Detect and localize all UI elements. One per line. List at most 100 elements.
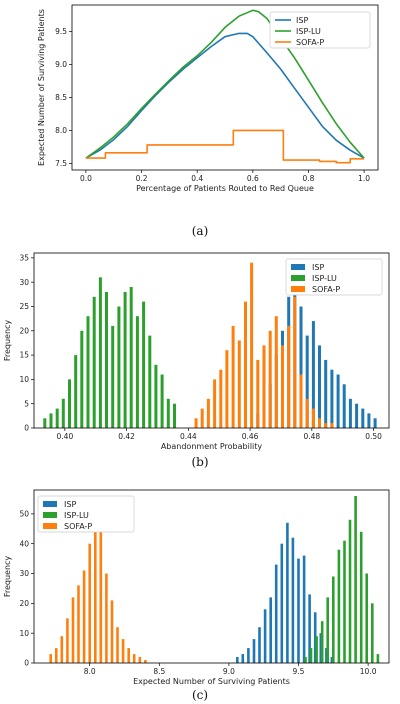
bar-isp-lu (343, 540, 346, 663)
bar-isp (336, 374, 340, 428)
x-tick-label: 0.6 (247, 174, 259, 183)
y-tick-label: 20 (19, 326, 29, 335)
y-tick-label: 25 (19, 302, 29, 311)
legend-swatch (43, 501, 57, 507)
x-tick-label: 0.0 (80, 174, 92, 183)
bar-isp-lu (123, 291, 127, 428)
bar-sofa-p (206, 398, 210, 428)
y-tick-label: 9.0 (55, 60, 67, 69)
bar-isp (330, 657, 334, 663)
bar-isp-lu (43, 418, 47, 428)
bar-sofa-p (324, 423, 328, 428)
legend-label: SOFA-P (296, 38, 324, 47)
legend-label: ISP (64, 500, 76, 509)
bar-isp-lu (80, 330, 84, 428)
legend-box (37, 495, 135, 533)
bar-sofa-p (138, 657, 142, 663)
bar-isp (286, 522, 289, 663)
bar-isp-lu (105, 291, 108, 428)
x-axis-label: Expected Number of Surviving Patients (133, 677, 290, 686)
bar-isp-lu (304, 657, 307, 663)
panel-caption: (a) (192, 224, 209, 238)
bar-isp-lu (376, 654, 380, 663)
series-line-sofa-p (85, 129, 365, 164)
y-tick-label: 9.5 (55, 27, 67, 36)
panel-caption: (b) (191, 455, 208, 469)
y-tick-label: 0 (24, 659, 29, 668)
bar-isp (269, 597, 272, 663)
bar-sofa-p (225, 350, 229, 428)
bar-sofa-p (318, 418, 321, 428)
bar-sofa-p (262, 345, 266, 428)
bar-sofa-p (237, 340, 241, 428)
bar-isp (318, 345, 321, 428)
bar-sofa-p (281, 345, 284, 428)
legend-label: SOFA-P (312, 285, 340, 294)
y-tick-label: 20 (19, 599, 29, 608)
bar-sofa-p (66, 618, 69, 663)
y-tick-label: 40 (19, 539, 29, 548)
bar-isp-lu (173, 403, 176, 428)
bar-isp-lu (86, 316, 90, 428)
bar-isp (313, 612, 317, 663)
bar-sofa-p (110, 600, 114, 663)
x-tick-label: 8.5 (153, 667, 165, 676)
y-tick-label: 8.0 (55, 126, 67, 135)
bar-sofa-p (88, 543, 91, 663)
bar-isp (280, 543, 284, 663)
x-tick-label: 0.46 (242, 432, 259, 441)
bar-isp-lu (74, 355, 78, 428)
bar-sofa-p (256, 359, 260, 428)
x-tick-label: 1.0 (358, 174, 370, 183)
y-tick-label: 10 (19, 629, 29, 638)
bar-sofa-p (60, 636, 64, 663)
y-tick-label: 7.5 (55, 159, 67, 168)
series-line-isp-lu (85, 9, 365, 159)
x-tick-label: 10.0 (360, 667, 377, 676)
bar-isp-lu (61, 398, 65, 428)
legend-label: ISP (312, 263, 324, 272)
bar-isp (274, 564, 278, 663)
bar-isp (247, 648, 250, 663)
bar-isp (319, 633, 323, 663)
x-tick-label: 0.44 (180, 432, 197, 441)
bar-isp (308, 594, 311, 663)
y-tick-label: 10 (19, 375, 29, 384)
bar-isp (263, 609, 267, 663)
bar-sofa-p (287, 325, 291, 428)
x-tick-label: 0.40 (57, 432, 74, 441)
bar-isp (330, 369, 334, 428)
bar-isp-lu (160, 374, 164, 428)
bar-sofa-p (94, 519, 97, 663)
y-tick-label: 5 (24, 399, 29, 408)
legend-label: ISP-LU (64, 511, 89, 520)
legend-swatch (291, 286, 305, 292)
bar-isp-lu (92, 296, 96, 429)
bar-sofa-p (99, 498, 103, 663)
bar-isp-lu (359, 531, 363, 663)
y-tick-label: 0 (24, 424, 29, 433)
bar-isp-lu (348, 519, 352, 663)
bar-sofa-p (330, 423, 334, 428)
bar-isp (355, 403, 359, 428)
x-tick-label: 0.48 (303, 432, 320, 441)
bar-sofa-p (77, 585, 80, 663)
x-tick-label: 0.2 (136, 174, 148, 183)
y-tick-label: 35 (19, 253, 29, 262)
bar-isp-lu (166, 398, 170, 428)
y-axis-label: Frequency (3, 320, 12, 362)
bar-isp-lu (315, 636, 318, 663)
bar-isp-lu (154, 364, 158, 428)
bar-sofa-p (82, 570, 86, 663)
bar-isp-lu (49, 413, 53, 428)
plot-frame (71, 4, 379, 171)
bar-isp (302, 555, 306, 663)
bar-sofa-p (121, 639, 125, 663)
legend-swatch (43, 512, 57, 518)
legend-swatch (291, 264, 305, 270)
y-axis-label: Expected Number of Surviving Patients (37, 9, 46, 166)
y-tick-label: 8.5 (55, 93, 67, 102)
bar-isp (373, 418, 377, 428)
bar-isp-lu (354, 496, 357, 663)
